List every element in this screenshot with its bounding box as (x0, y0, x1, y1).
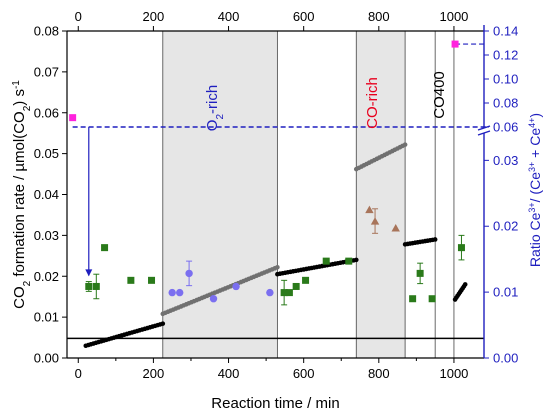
brown-triangles-point (365, 205, 374, 214)
right-tick-label-upper: 0.14 (493, 24, 518, 39)
green-squares-point (148, 276, 156, 284)
data-series (69, 40, 468, 349)
green-squares-point (409, 295, 417, 303)
region-1 (355, 30, 406, 359)
y-tick-label: 0.00 (34, 351, 59, 366)
green-squares-point (322, 257, 330, 265)
x-tick-label-top: 200 (143, 9, 165, 24)
green-squares-point (345, 257, 353, 265)
right-tick-label-upper: 0.10 (493, 72, 518, 87)
black-point (160, 321, 166, 326)
right-tick-label-lower: 0.02 (493, 219, 518, 234)
green-squares-point (302, 276, 310, 284)
right-tick-label-lower: 0.00 (493, 351, 518, 366)
blue-circles-point (185, 269, 193, 278)
co400-label: CO400 (431, 71, 448, 119)
grey-point (275, 264, 280, 270)
y-tick-label: 0.08 (34, 24, 59, 39)
x-tick-label-bottom: 400 (218, 366, 240, 381)
x-tick-label-bottom: 1000 (439, 366, 468, 381)
x-tick-label-top: 1000 (439, 9, 468, 24)
region-0 (162, 30, 278, 359)
series-black (83, 237, 468, 349)
blue-circles-point (266, 288, 274, 297)
black-point (432, 237, 438, 242)
series-brown-triangles (365, 205, 400, 234)
co-rich-label: CO-rich (364, 77, 381, 129)
x-tick-label-bottom: 600 (293, 366, 315, 381)
green-squares-point (285, 289, 293, 297)
axis-break-mark-bottom (477, 130, 491, 136)
green-squares-point (101, 244, 109, 252)
shaded-regions (162, 30, 455, 359)
series-blue-circles (168, 260, 274, 303)
brown-triangles-point (370, 217, 380, 225)
x-tick-label-top: 800 (368, 9, 390, 24)
axis-labels: O2-rich CO-rich CO400 Reaction time / min CO… (11, 71, 544, 412)
green-squares-point (92, 282, 100, 290)
y-tick-label: 0.01 (34, 310, 59, 325)
right-tick-label-upper: 0.08 (493, 96, 518, 111)
series-green-squares (85, 234, 465, 306)
o2-rich-label: O2-rich (204, 85, 226, 131)
green-squares-point (416, 269, 424, 277)
black-point (462, 282, 468, 287)
y-tick-label: 0.03 (34, 228, 59, 243)
green-squares-point (428, 295, 436, 303)
y-tick-label: 0.06 (34, 105, 59, 120)
right-tick-label-upper: 0.12 (493, 48, 518, 63)
brown-triangles-point (391, 224, 400, 232)
y-tick-label: 0.05 (34, 146, 59, 161)
x-tick-label-bottom: 800 (368, 366, 390, 381)
axes: 0 0 200 200 400 400 600 600 800 800 1000 1000 0.00 0.… (34, 9, 519, 381)
series-grey (160, 142, 408, 317)
blue-circles-point (176, 288, 184, 297)
green-squares-point (457, 244, 465, 252)
magenta-squares-point (69, 114, 77, 122)
blue-circles-point (209, 295, 218, 303)
grey-point (402, 142, 408, 147)
x-tick-label-top: 400 (218, 9, 240, 24)
magenta-squares-point (451, 40, 459, 48)
x-tick-label-top: 600 (293, 9, 315, 24)
right-tick-label-lower: 0.03 (493, 153, 518, 168)
y-axis-title: CO2 formation rate / µmol(CO2) s-1 (11, 80, 33, 309)
right-tick-label-lower: 0.01 (493, 285, 518, 300)
right-axis-title: Ratio Ce3+/ (Ce3+ + Ce4+) (527, 113, 543, 267)
blue-circles-point (232, 282, 240, 291)
series-magenta-squares (69, 40, 459, 122)
arrow-head (85, 269, 93, 277)
x-tick-label-top: 0 (75, 9, 82, 24)
right-tick-label-upper: 0.06 (493, 120, 518, 135)
y-tick-label: 0.07 (34, 64, 59, 79)
green-squares-point (280, 289, 288, 297)
green-squares-point (85, 282, 93, 290)
green-squares-point (127, 276, 135, 284)
x-tick-label-bottom: 200 (143, 366, 165, 381)
y-tick-label: 0.02 (34, 269, 59, 284)
blue-circles-point (168, 288, 176, 297)
black-point (353, 257, 359, 263)
x-axis-title: Reaction time / min (211, 395, 339, 412)
y-tick-label: 0.04 (34, 187, 59, 202)
reference-lines (67, 43, 486, 340)
green-squares-point (292, 282, 300, 290)
x-tick-label-bottom: 0 (75, 366, 82, 381)
